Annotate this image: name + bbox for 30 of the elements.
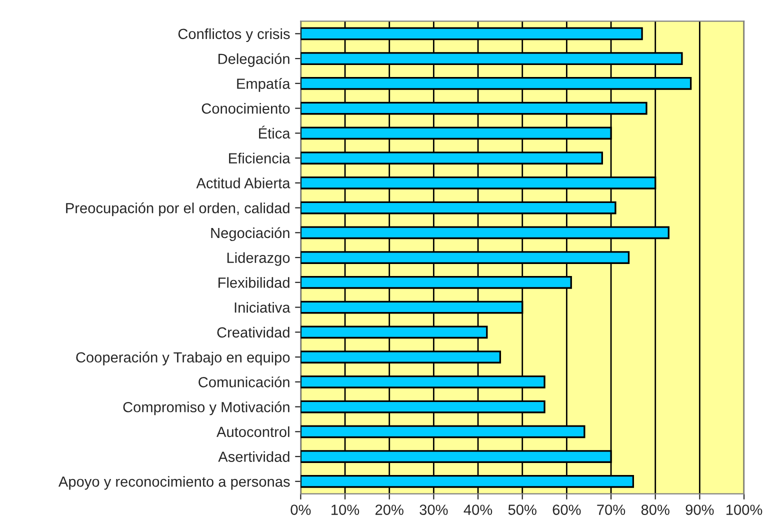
y-tick-label: Conocimiento <box>202 103 290 114</box>
x-tick-label: 80% <box>641 504 670 515</box>
y-tick-label: Flexibilidad <box>218 277 290 288</box>
y-tick-label: Compromiso y Motivación <box>123 401 290 416</box>
y-tick-label: Conflictos y crisis <box>178 28 290 42</box>
y-tick-label: Cooperación y Trabajo en equipo <box>76 352 290 366</box>
y-tick-label: Actitud Abierta <box>196 178 290 188</box>
y-tick-label: Eficiencia <box>229 152 290 164</box>
x-tick-label: 50% <box>508 504 536 515</box>
y-tick-label: Apoyo y reconocimiento a personas <box>58 476 290 490</box>
y-tick-label: Negociación <box>211 227 290 242</box>
x-tick-label: 10% <box>332 504 360 515</box>
y-tick-label: Iniciativa <box>234 302 290 313</box>
y-tick-label: Empatía <box>237 78 290 92</box>
x-tick-label: 0% <box>290 504 311 515</box>
y-tick-label: Comunicación <box>198 376 290 388</box>
y-tick-label: Creatividad <box>217 326 290 338</box>
x-tick-label: 60% <box>552 504 581 515</box>
x-tick-label: 100% <box>726 504 762 515</box>
x-tick-label: 30% <box>420 504 448 515</box>
y-tick-label: Autocontrol <box>216 426 290 438</box>
x-tick-label: 40% <box>464 504 492 515</box>
y-tick-label: Liderazgo <box>227 252 290 266</box>
x-tick-label: 90% <box>686 504 714 515</box>
y-tick-label: Ética <box>259 126 290 139</box>
y-tick-label: Delegación <box>218 53 290 67</box>
y-tick-label: Asertividad <box>218 451 290 462</box>
y-tick-label: Preocupación por el orden, calidad <box>66 202 290 216</box>
x-tick-label: 20% <box>375 504 404 515</box>
x-tick-label: 70% <box>597 504 626 515</box>
